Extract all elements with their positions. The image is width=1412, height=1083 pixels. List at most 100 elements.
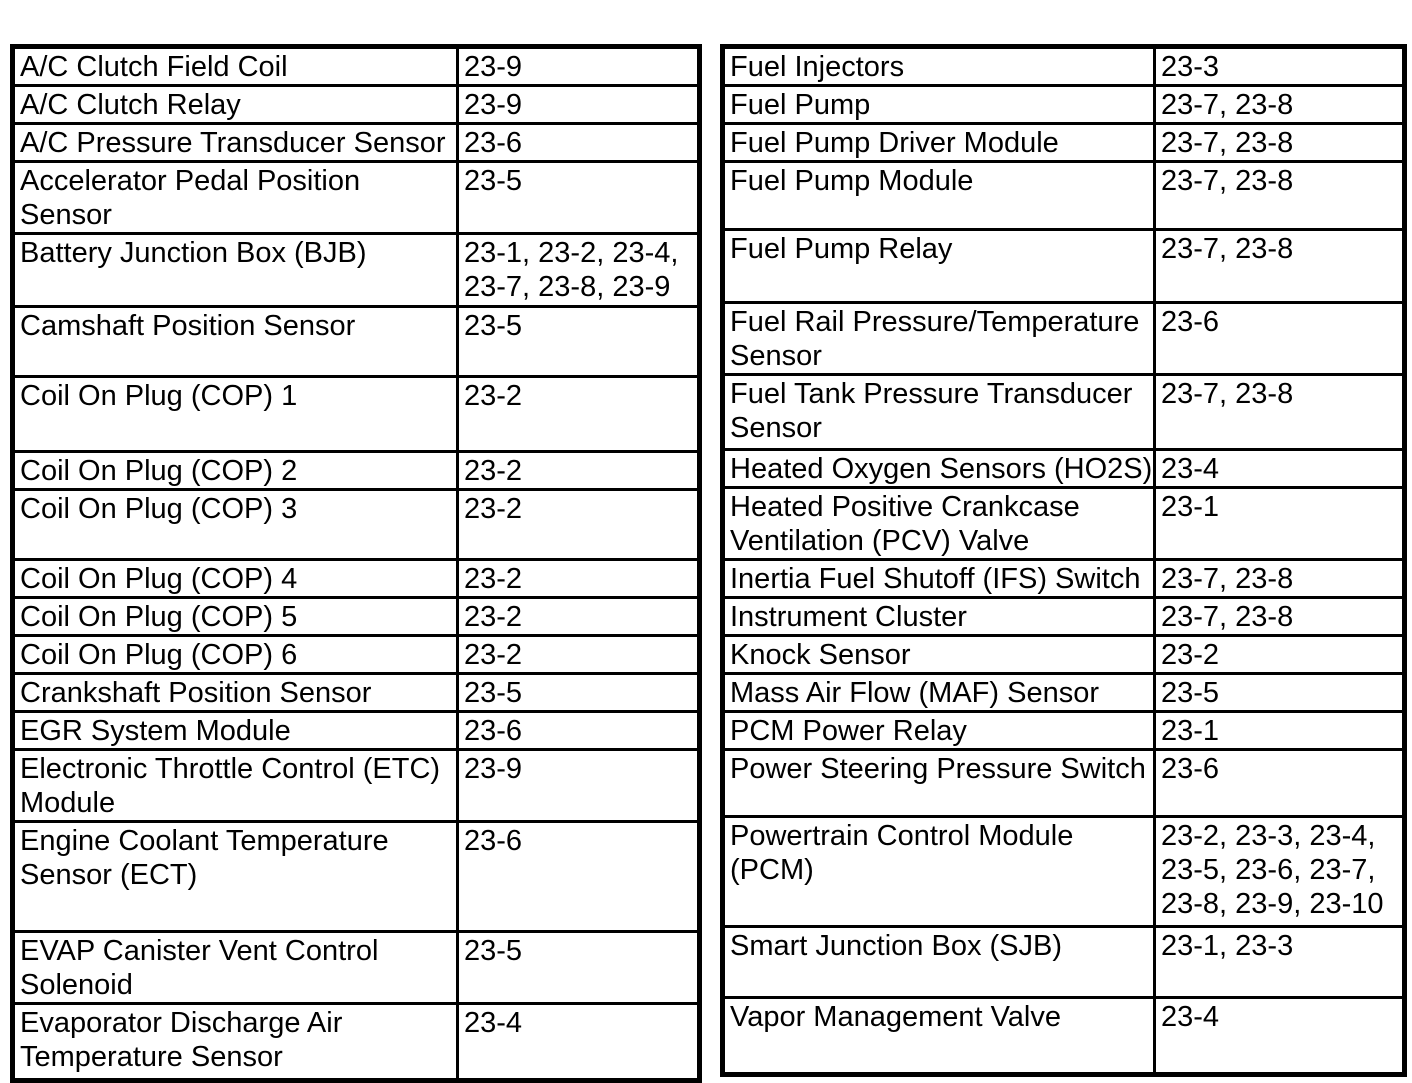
table-row: Smart Junction Box (SJB) 23-1, 23-3: [721, 925, 1406, 999]
component-cell: Accelerator Pedal Position Sensor: [11, 160, 459, 235]
component-cell: Heated Positive Crankcase Ventilation (P…: [721, 486, 1156, 561]
component-cell: Vapor Management Valve: [721, 996, 1156, 1076]
table-row: Knock Sensor 23-2: [721, 634, 1406, 675]
manual-page: A/C Clutch Field Coil 23-9 A/C Clutch Rela…: [10, 44, 1407, 1083]
table-row: A/C Pressure Transducer Sensor 23-6: [11, 122, 701, 163]
table-row: Coil On Plug (COP) 3 23-2: [11, 488, 701, 561]
component-cell: A/C Clutch Relay: [11, 84, 459, 125]
table-row: Fuel Pump Relay 23-7, 23-8: [721, 228, 1406, 304]
table-row: Battery Junction Box (BJB) 23-1, 23-2, 23…: [11, 232, 701, 308]
pages-cell: 23-6: [456, 710, 701, 751]
table-row: Powertrain Control Module (PCM) 23-2, 23-…: [721, 815, 1406, 928]
pages-cell: 23-6: [1153, 301, 1406, 376]
component-cell: EVAP Canister Vent Control Solenoid: [11, 930, 459, 1005]
component-cell: Coil On Plug (COP) 2: [11, 450, 459, 491]
pages-cell: 23-2: [456, 558, 701, 599]
component-cell: A/C Pressure Transducer Sensor: [11, 122, 459, 163]
component-cell: Fuel Rail Pressure/Temperature Sensor: [721, 301, 1156, 376]
component-cell: Knock Sensor: [721, 634, 1156, 675]
table-row: Coil On Plug (COP) 4 23-2: [11, 558, 701, 599]
component-cell: Power Steering Pressure Switch: [721, 748, 1156, 818]
table-row: Coil On Plug (COP) 5 23-2: [11, 596, 701, 637]
pages-cell: 23-2: [456, 450, 701, 491]
table-row: Fuel Pump Module 23-7, 23-8: [721, 160, 1406, 231]
component-cell: Coil On Plug (COP) 3: [11, 488, 459, 561]
component-cell: PCM Power Relay: [721, 710, 1156, 751]
table-row: Accelerator Pedal Position Sensor 23-5: [11, 160, 701, 235]
table-row: Coil On Plug (COP) 2 23-2: [11, 450, 701, 491]
pages-cell: 23-2: [456, 634, 701, 675]
table-row: Power Steering Pressure Switch 23-6: [721, 748, 1406, 818]
pages-cell: 23-9: [456, 748, 701, 823]
component-cell: Fuel Injectors: [721, 45, 1156, 87]
pages-cell: 23-7, 23-8: [1153, 122, 1406, 163]
pages-cell: 23-7, 23-8: [1153, 558, 1406, 599]
component-cell: Fuel Pump Relay: [721, 228, 1156, 304]
pages-cell: 23-9: [456, 45, 701, 87]
table-row: A/C Clutch Field Coil 23-9: [11, 45, 701, 87]
component-cell: Fuel Pump: [721, 84, 1156, 125]
table-row: Instrument Cluster 23-7, 23-8: [721, 596, 1406, 637]
pages-cell: 23-5: [456, 672, 701, 713]
table-row: Fuel Injectors 23-3: [721, 45, 1406, 87]
table-row: EGR System Module 23-6: [11, 710, 701, 751]
table-row: Engine Coolant Temperature Sensor (ECT) 2…: [11, 820, 701, 933]
component-cell: Smart Junction Box (SJB): [721, 925, 1156, 999]
table-row: Mass Air Flow (MAF) Sensor 23-5: [721, 672, 1406, 713]
component-cell: Crankshaft Position Sensor: [11, 672, 459, 713]
component-cell: Battery Junction Box (BJB): [11, 232, 459, 308]
component-cell: Engine Coolant Temperature Sensor (ECT): [11, 820, 459, 933]
table-row: Vapor Management Valve 23-4: [721, 996, 1406, 1076]
pages-cell: 23-7, 23-8: [1153, 160, 1406, 231]
component-cell: Inertia Fuel Shutoff (IFS) Switch: [721, 558, 1156, 599]
component-cell: Coil On Plug (COP) 4: [11, 558, 459, 599]
pages-cell: 23-5: [456, 305, 701, 378]
table-row: PCM Power Relay 23-1: [721, 710, 1406, 751]
pages-cell: 23-4: [456, 1002, 701, 1082]
component-cell: Powertrain Control Module (PCM): [721, 815, 1156, 928]
component-cell: Mass Air Flow (MAF) Sensor: [721, 672, 1156, 713]
pages-cell: 23-9: [456, 84, 701, 125]
component-cell: Fuel Tank Pressure Transducer Sensor: [721, 373, 1156, 451]
table-row: EVAP Canister Vent Control Solenoid 23-5: [11, 930, 701, 1005]
pages-cell: 23-6: [456, 122, 701, 163]
table-row: Fuel Pump Driver Module 23-7, 23-8: [721, 122, 1406, 163]
component-cell: Evaporator Discharge Air Temperature Sen…: [11, 1002, 459, 1082]
component-index-table-left: A/C Clutch Field Coil 23-9 A/C Clutch Rela…: [10, 44, 702, 1083]
pages-cell: 23-7, 23-8: [1153, 228, 1406, 304]
table-row: Heated Positive Crankcase Ventilation (P…: [721, 486, 1406, 561]
table-row: Fuel Rail Pressure/Temperature Sensor 23-…: [721, 301, 1406, 376]
pages-cell: 23-5: [456, 930, 701, 1005]
pages-cell: 23-2, 23-3, 23-4, 23-5, 23-6, 23-7, 23-8…: [1153, 815, 1406, 928]
table-row: Electronic Throttle Control (ETC) Module…: [11, 748, 701, 823]
table-left-body: A/C Clutch Field Coil 23-9 A/C Clutch Rela…: [11, 45, 701, 1082]
table-row: Inertia Fuel Shutoff (IFS) Switch 23-7, 2…: [721, 558, 1406, 599]
pages-cell: 23-5: [1153, 672, 1406, 713]
table-row: Camshaft Position Sensor 23-5: [11, 305, 701, 378]
table-row: Coil On Plug (COP) 1 23-2: [11, 375, 701, 453]
table-right-body: Fuel Injectors 23-3 Fuel Pump 23-7, 23-8 Fue…: [721, 45, 1406, 1076]
component-cell: Camshaft Position Sensor: [11, 305, 459, 378]
pages-cell: 23-5: [456, 160, 701, 235]
pages-cell: 23-6: [456, 820, 701, 933]
pages-cell: 23-1: [1153, 486, 1406, 561]
component-index-table-right: Fuel Injectors 23-3 Fuel Pump 23-7, 23-8 Fue…: [720, 44, 1407, 1077]
table-row: Fuel Pump 23-7, 23-8: [721, 84, 1406, 125]
table-row: Crankshaft Position Sensor 23-5: [11, 672, 701, 713]
pages-cell: 23-4: [1153, 996, 1406, 1076]
component-cell: Instrument Cluster: [721, 596, 1156, 637]
component-cell: EGR System Module: [11, 710, 459, 751]
pages-cell: 23-3: [1153, 45, 1406, 87]
pages-cell: 23-7, 23-8: [1153, 373, 1406, 451]
table-row: Evaporator Discharge Air Temperature Sen…: [11, 1002, 701, 1082]
pages-cell: 23-1, 23-3: [1153, 925, 1406, 999]
table-row: Coil On Plug (COP) 6 23-2: [11, 634, 701, 675]
pages-cell: 23-1: [1153, 710, 1406, 751]
pages-cell: 23-2: [1153, 634, 1406, 675]
component-cell: Fuel Pump Module: [721, 160, 1156, 231]
pages-cell: 23-7, 23-8: [1153, 596, 1406, 637]
pages-cell: 23-1, 23-2, 23-4, 23-7, 23-8, 23-9: [456, 232, 701, 308]
pages-cell: 23-2: [456, 488, 701, 561]
pages-cell: 23-4: [1153, 448, 1406, 489]
pages-cell: 23-7, 23-8: [1153, 84, 1406, 125]
